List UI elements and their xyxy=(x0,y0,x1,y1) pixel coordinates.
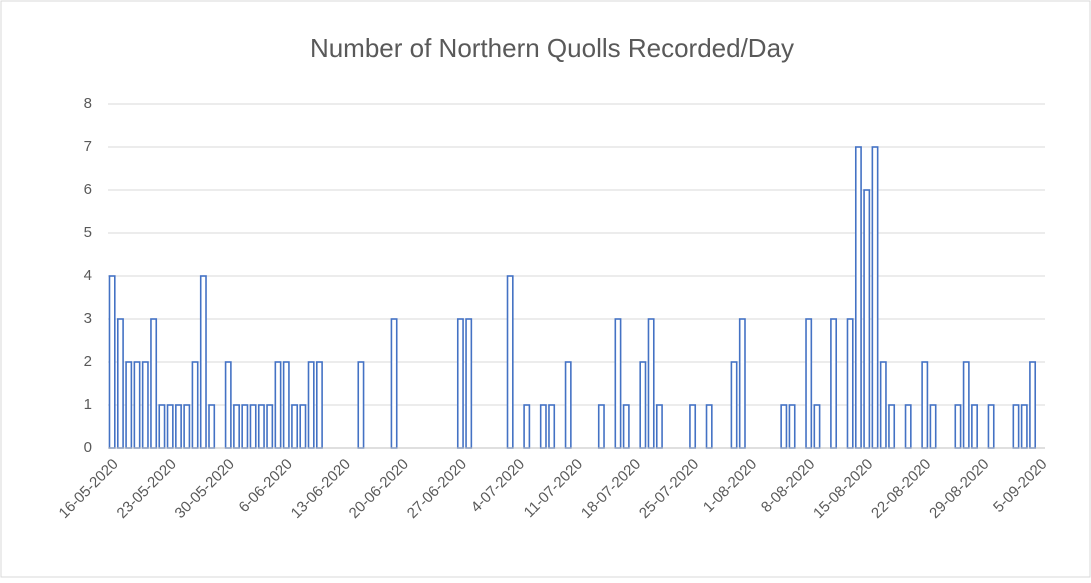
bar xyxy=(233,404,240,449)
y-tick-label: 7 xyxy=(84,138,92,155)
bar xyxy=(249,404,257,449)
bar xyxy=(597,404,605,449)
bar xyxy=(854,146,862,449)
bar xyxy=(738,318,746,449)
bar xyxy=(282,361,290,449)
bar xyxy=(830,318,838,449)
y-tick-label: 3 xyxy=(84,310,92,327)
bar xyxy=(315,361,323,449)
bar xyxy=(655,404,663,449)
bar xyxy=(224,361,232,449)
bar xyxy=(175,404,182,449)
bar xyxy=(266,404,274,449)
bar xyxy=(871,146,879,449)
bar xyxy=(564,361,572,449)
bar xyxy=(108,275,116,449)
bar xyxy=(116,318,124,449)
bar xyxy=(813,404,821,449)
bar xyxy=(639,361,647,449)
bar xyxy=(183,404,191,449)
bar xyxy=(863,189,871,449)
bar xyxy=(622,404,630,449)
y-tick-label: 1 xyxy=(84,396,92,413)
bar xyxy=(971,404,978,449)
bar xyxy=(689,404,697,449)
bar xyxy=(257,404,265,449)
bar xyxy=(274,361,282,449)
bar xyxy=(888,404,896,449)
y-tick-label: 5 xyxy=(84,224,92,241)
bar xyxy=(539,404,547,449)
bar xyxy=(954,404,962,449)
bar xyxy=(456,318,464,449)
bar xyxy=(805,318,813,449)
bar xyxy=(465,318,473,449)
bar xyxy=(291,404,299,449)
bar xyxy=(158,404,166,449)
bar xyxy=(987,404,995,449)
bar xyxy=(150,318,158,449)
bar xyxy=(846,318,854,449)
chart-title: Number of Northern Quolls Recorded/Day xyxy=(310,33,794,63)
bar xyxy=(788,404,796,449)
bar xyxy=(125,361,133,449)
bar xyxy=(921,361,929,449)
bar xyxy=(307,361,315,449)
bar xyxy=(879,361,887,449)
y-tick-label: 0 xyxy=(84,439,92,456)
y-tick-label: 2 xyxy=(84,353,92,370)
bar xyxy=(780,404,788,449)
y-tick-label: 8 xyxy=(84,95,92,112)
bar xyxy=(299,404,307,449)
bar xyxy=(962,361,970,449)
bar xyxy=(357,361,365,449)
bar xyxy=(548,404,556,449)
bar xyxy=(390,318,398,449)
bar xyxy=(141,361,149,449)
bar xyxy=(133,361,141,449)
bar xyxy=(730,361,738,449)
bar xyxy=(705,404,713,449)
y-tick-label: 4 xyxy=(84,267,92,284)
bar xyxy=(1020,404,1028,449)
bar xyxy=(199,275,207,449)
bar xyxy=(208,404,216,449)
bar xyxy=(904,404,912,449)
bar xyxy=(191,361,199,449)
bar xyxy=(929,404,937,449)
y-tick-label: 6 xyxy=(84,181,92,198)
bar xyxy=(241,404,249,449)
bar xyxy=(523,404,531,449)
bar xyxy=(1029,361,1037,449)
bar xyxy=(647,318,655,449)
bar xyxy=(506,275,514,449)
bar xyxy=(1012,404,1020,449)
bar xyxy=(166,404,174,449)
bar xyxy=(614,318,622,449)
